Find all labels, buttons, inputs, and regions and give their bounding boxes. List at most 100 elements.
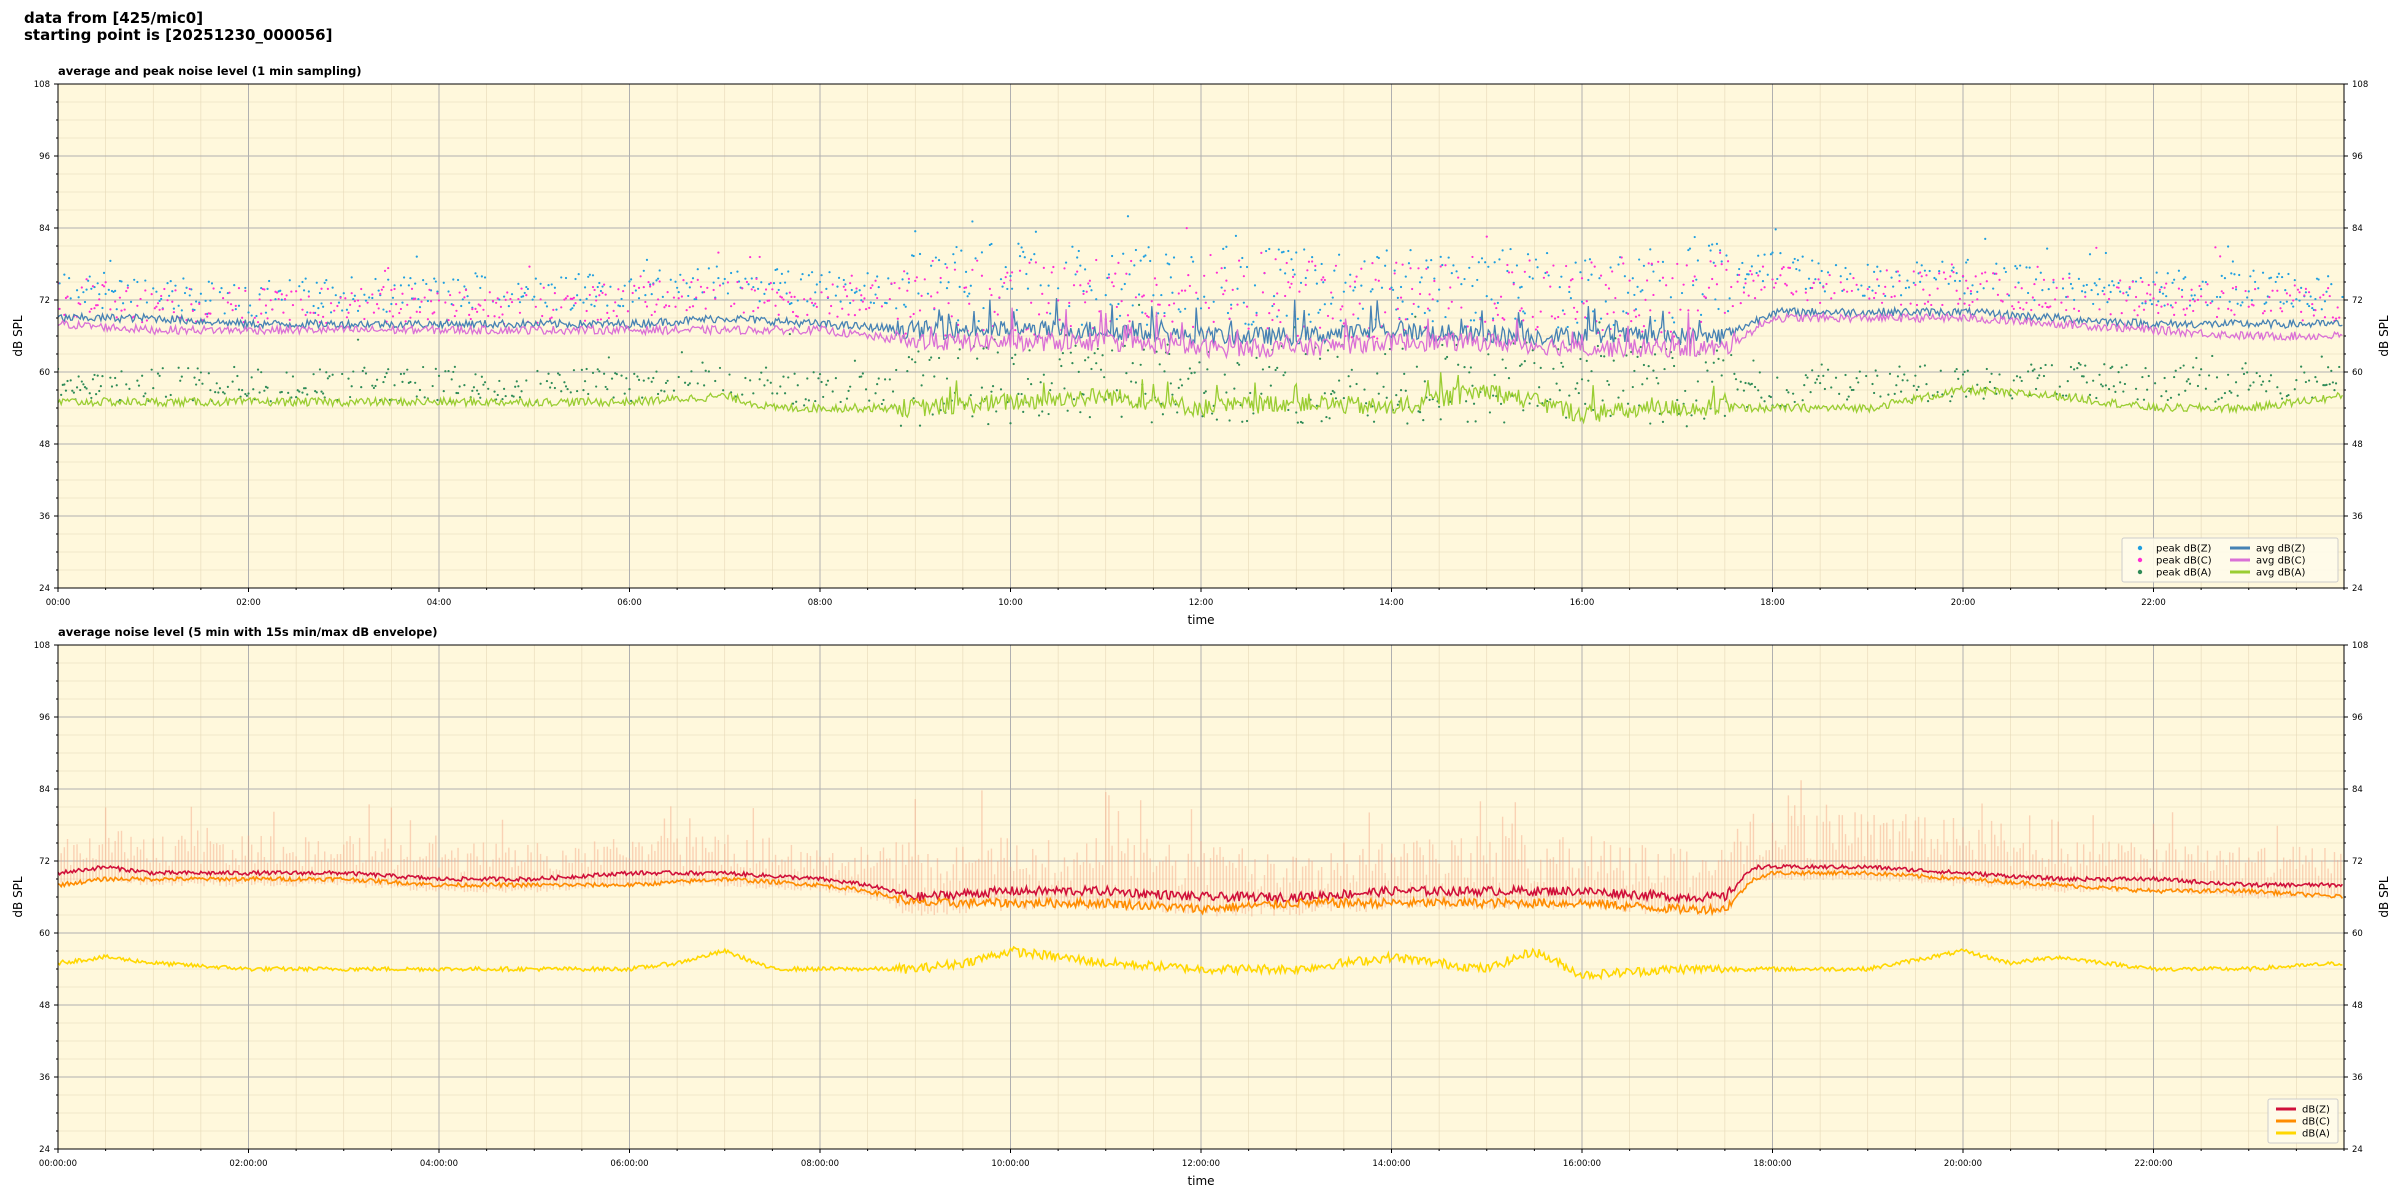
- point-peak-db-c: [380, 288, 383, 291]
- point-peak-db-a: [350, 385, 353, 388]
- point-peak-db-z: [907, 281, 911, 284]
- point-peak-db-c: [1111, 281, 1114, 284]
- point-peak-db-a: [1753, 385, 1757, 389]
- point-peak-db-c: [1787, 266, 1790, 269]
- point-peak-db-z: [2150, 303, 2154, 306]
- point-peak-db-z: [1514, 317, 1517, 320]
- point-peak-db-c: [1819, 301, 1822, 304]
- point-peak-db-z: [2026, 291, 2030, 295]
- point-peak-db-z: [661, 295, 664, 298]
- point-peak-db-z: [1390, 286, 1393, 289]
- point-peak-db-c: [633, 284, 636, 287]
- point-peak-db-z: [1599, 317, 1603, 320]
- point-peak-db-z: [1425, 259, 1428, 262]
- point-peak-db-c: [1812, 281, 1815, 284]
- point-peak-db-a: [558, 373, 561, 376]
- point-peak-db-c: [1266, 327, 1269, 330]
- point-peak-db-a: [614, 372, 617, 375]
- point-peak-db-c: [139, 297, 142, 301]
- point-peak-db-c: [2314, 309, 2317, 312]
- point-peak-db-a: [1130, 380, 1133, 383]
- point-peak-db-c: [1806, 299, 1809, 302]
- point-peak-db-c: [2060, 301, 2063, 304]
- point-peak-db-c: [1976, 298, 1979, 301]
- point-peak-db-z: [2238, 273, 2241, 277]
- point-peak-db-z: [1941, 260, 1944, 263]
- figure-title-line-1: data from [425/mic0]: [24, 9, 204, 27]
- point-peak-db-z: [1322, 281, 1325, 284]
- point-peak-db-a: [1301, 421, 1304, 424]
- point-peak-db-z: [442, 281, 445, 284]
- point-peak-db-c: [2098, 308, 2101, 311]
- point-peak-db-a: [642, 379, 645, 382]
- point-peak-db-c: [1571, 277, 1574, 281]
- point-peak-db-a: [2165, 390, 2168, 393]
- point-peak-db-z: [1268, 247, 1271, 251]
- point-peak-db-a: [1204, 390, 1207, 393]
- point-peak-db-a: [882, 398, 885, 402]
- point-peak-db-c: [496, 297, 499, 300]
- point-peak-db-z: [1047, 284, 1050, 287]
- point-peak-db-c: [190, 303, 193, 306]
- point-peak-db-z: [2112, 284, 2115, 287]
- point-peak-db-c: [1950, 263, 1953, 266]
- point-peak-db-a: [1736, 388, 1739, 391]
- point-peak-db-a: [191, 399, 195, 402]
- point-peak-db-a: [2285, 395, 2288, 398]
- point-peak-db-z: [2106, 301, 2109, 304]
- point-peak-db-z: [631, 300, 634, 303]
- point-peak-db-z: [1357, 317, 1360, 320]
- point-peak-db-z: [2082, 284, 2085, 287]
- point-peak-db-z: [1761, 280, 1765, 283]
- point-peak-db-a: [1507, 377, 1511, 380]
- point-peak-db-c: [1342, 322, 1345, 325]
- legend-marker: [2137, 545, 2143, 551]
- point-peak-db-z: [1323, 303, 1326, 306]
- point-peak-db-z: [887, 277, 890, 280]
- point-peak-db-c: [2142, 308, 2146, 311]
- point-peak-db-c: [95, 304, 98, 307]
- point-peak-db-a: [1338, 379, 1341, 382]
- point-peak-db-c: [2042, 278, 2046, 281]
- point-peak-db-z: [2019, 264, 2022, 267]
- point-peak-db-c: [1584, 316, 1587, 319]
- point-peak-db-z: [876, 275, 879, 278]
- point-peak-db-c: [2047, 306, 2050, 309]
- point-peak-db-c: [1996, 293, 2000, 296]
- point-peak-db-a: [2031, 369, 2034, 372]
- point-peak-db-a: [2236, 394, 2239, 397]
- point-peak-db-z: [2295, 298, 2298, 301]
- point-peak-db-c: [1384, 311, 1387, 314]
- point-peak-db-c: [209, 312, 212, 315]
- point-peak-db-z: [1487, 265, 1490, 268]
- point-peak-db-z: [2080, 290, 2084, 293]
- point-peak-db-z: [1339, 319, 1342, 322]
- point-peak-db-a: [910, 358, 914, 361]
- point-peak-db-z: [2127, 294, 2130, 297]
- point-peak-db-a: [1342, 396, 1345, 400]
- point-peak-db-a: [1661, 420, 1665, 423]
- point-peak-db-z: [1430, 259, 1433, 262]
- point-peak-db-z: [2241, 301, 2244, 304]
- x-tick-label: 10:00: [998, 598, 1023, 608]
- point-peak-db-a: [418, 388, 422, 392]
- point-peak-db-c: [1642, 325, 1646, 328]
- point-peak-db-a: [1752, 359, 1755, 362]
- point-peak-db-c: [2146, 292, 2149, 295]
- point-peak-db-a: [907, 356, 911, 359]
- point-peak-db-a: [704, 369, 707, 372]
- point-peak-db-a: [114, 376, 117, 380]
- point-peak-db-a: [233, 365, 236, 369]
- point-peak-db-c: [1788, 266, 1792, 269]
- point-peak-db-c: [160, 294, 163, 298]
- point-peak-db-a: [1082, 393, 1085, 396]
- point-peak-db-z: [1284, 272, 1287, 275]
- point-peak-db-a: [1793, 400, 1796, 404]
- series-line-db-a: [58, 945, 2343, 981]
- point-peak-db-c: [1657, 260, 1660, 263]
- point-peak-db-c: [266, 317, 269, 320]
- point-peak-db-c: [1572, 306, 1576, 309]
- point-peak-db-c: [1095, 258, 1098, 262]
- point-peak-db-c: [1158, 303, 1161, 306]
